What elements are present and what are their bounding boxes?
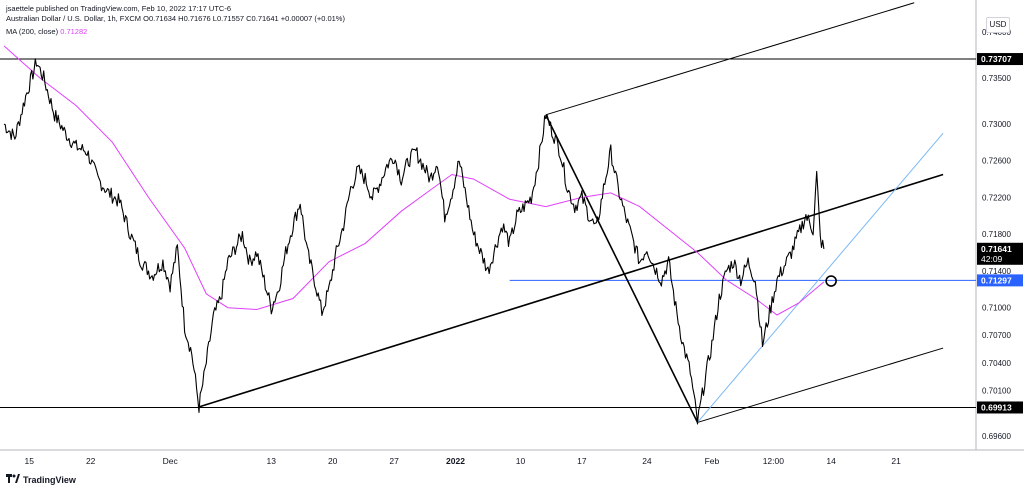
currency-unit-button[interactable]: USD	[986, 17, 1010, 33]
time-tick-label: 2022	[446, 456, 465, 466]
price-label-box	[977, 53, 1023, 66]
price-label-box	[977, 242, 1023, 265]
ohlc-values: O0.71634 H0.71676 L0.71557 C0.71641 +0.0…	[143, 14, 345, 23]
time-tick-label: 10	[516, 456, 526, 466]
footer-brand-label: TradingView	[23, 474, 76, 485]
symbol-legend: Australian Dollar / U.S. Dollar, 1h, FXC…	[6, 14, 345, 23]
footer-brand: TradingView	[6, 474, 76, 485]
price-tick-label: 0.72200	[982, 193, 1011, 202]
time-tick-label: 27	[389, 456, 399, 466]
time-tick-label: 15	[25, 456, 35, 466]
ma-200-line	[3, 45, 825, 316]
time-tick-label: 12:00	[763, 456, 785, 466]
symbol-name: Australian Dollar / U.S. Dollar, 1h, FXC…	[6, 14, 142, 23]
rising-trendline	[198, 173, 944, 408]
price-series-line	[3, 58, 825, 425]
channel-lower	[697, 347, 944, 423]
time-tick-label: Dec	[163, 456, 179, 466]
price-tick-label: 0.72600	[982, 157, 1011, 166]
price-tick-label: 0.73500	[982, 74, 1011, 83]
price-tick-label: 0.69600	[982, 432, 1011, 441]
price-tick-label: 0.71400	[982, 267, 1011, 276]
ma-label: MA (200, close)	[6, 27, 59, 36]
time-tick-label: 17	[577, 456, 587, 466]
price-label-box	[977, 274, 1023, 287]
price-tick-label: 0.70700	[982, 331, 1011, 340]
ma-value: 0.71282	[60, 27, 88, 36]
decline-line	[545, 114, 699, 423]
time-tick-label: 22	[86, 456, 96, 466]
time-tick-label: 24	[642, 456, 652, 466]
time-tick-label: 13	[267, 456, 277, 466]
ma-legend: MA (200, close) 0.71282	[6, 27, 87, 36]
price-tick-label: 0.71000	[982, 304, 1011, 313]
time-tick-label: 14	[826, 456, 836, 466]
time-tick-label: Feb	[705, 456, 720, 466]
price-label-value: 0.71297	[981, 275, 1012, 285]
price-tick-label: 0.70400	[982, 359, 1011, 368]
price-tick-label: 0.71800	[982, 230, 1011, 239]
publisher-line: jsaettele published on TradingView.com, …	[6, 4, 231, 13]
price-tick-label: 0.70100	[982, 386, 1011, 395]
price-label-box	[977, 401, 1023, 414]
price-tick-label: 0.73000	[982, 120, 1011, 129]
time-tick-label: 20	[328, 456, 338, 466]
countdown-label: 42:09	[981, 254, 1003, 264]
channel-upper	[545, 2, 915, 116]
marker-circle	[825, 275, 837, 287]
support-trendline	[697, 132, 944, 423]
price-label-value: 0.73707	[981, 54, 1012, 64]
time-tick-label: 21	[891, 456, 901, 466]
price-label-value: 0.71641	[981, 244, 1012, 254]
price-label-value: 0.69913	[981, 402, 1012, 412]
tradingview-logo-icon	[6, 474, 20, 485]
